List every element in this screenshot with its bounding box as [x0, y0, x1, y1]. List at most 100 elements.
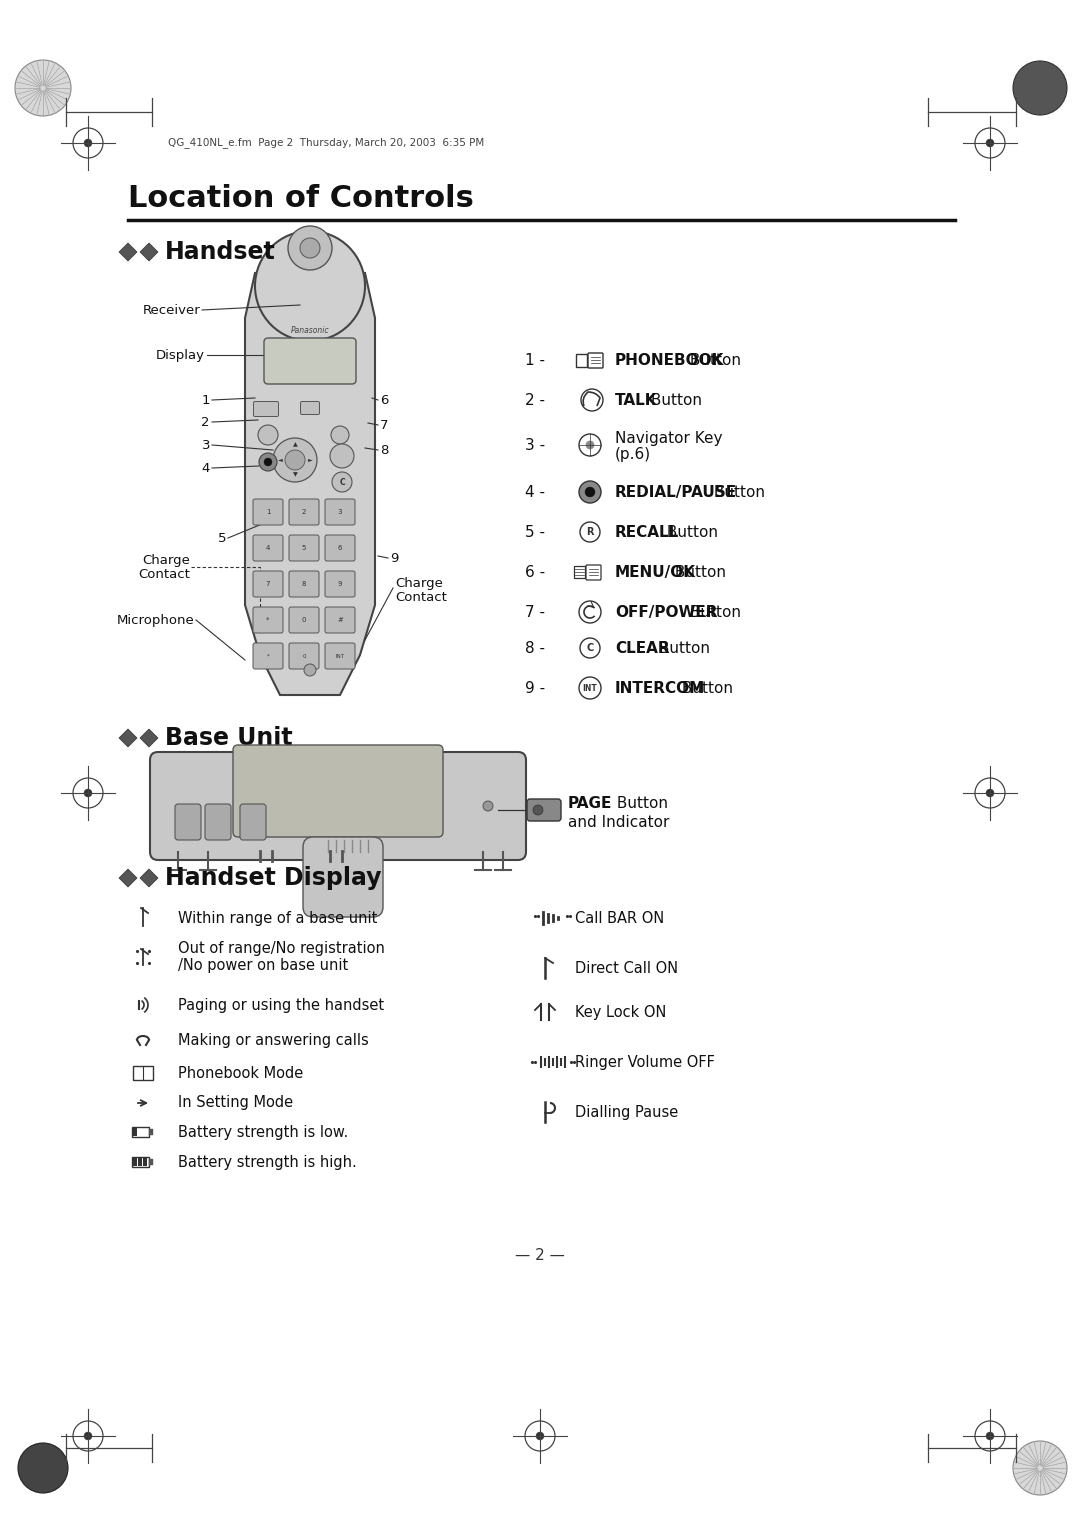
- Text: and Indicator: and Indicator: [568, 814, 670, 830]
- Text: Phonebook Mode: Phonebook Mode: [178, 1065, 303, 1080]
- Text: 2: 2: [301, 509, 307, 515]
- Text: 8: 8: [301, 581, 307, 587]
- Bar: [149, 1129, 153, 1135]
- Text: Contact: Contact: [138, 567, 190, 581]
- Circle shape: [534, 805, 543, 814]
- Bar: [143, 1158, 147, 1166]
- Text: 7: 7: [266, 581, 270, 587]
- Circle shape: [84, 788, 92, 798]
- Polygon shape: [245, 274, 375, 695]
- Text: Button: Button: [685, 353, 741, 368]
- Circle shape: [986, 139, 994, 147]
- FancyBboxPatch shape: [240, 804, 266, 840]
- FancyBboxPatch shape: [264, 338, 356, 384]
- Text: Location of Controls: Location of Controls: [129, 183, 474, 212]
- Text: ▲: ▲: [293, 443, 297, 448]
- FancyBboxPatch shape: [289, 607, 319, 633]
- Text: Contact: Contact: [395, 590, 447, 604]
- Circle shape: [259, 452, 276, 471]
- Polygon shape: [119, 243, 137, 261]
- Text: Button: Button: [708, 484, 765, 500]
- Text: OFF/POWER: OFF/POWER: [615, 605, 717, 619]
- Text: 6: 6: [338, 545, 342, 552]
- Polygon shape: [140, 243, 158, 261]
- FancyBboxPatch shape: [233, 746, 443, 837]
- Circle shape: [330, 445, 354, 468]
- Text: Handset: Handset: [165, 240, 275, 264]
- Circle shape: [986, 1432, 994, 1439]
- Circle shape: [18, 1442, 68, 1493]
- Text: 8: 8: [380, 443, 389, 457]
- Text: In Setting Mode: In Setting Mode: [178, 1096, 293, 1111]
- Text: Button: Button: [685, 605, 741, 619]
- Text: 3: 3: [202, 439, 210, 451]
- Bar: [133, 1158, 136, 1166]
- Bar: [149, 1160, 153, 1164]
- Circle shape: [330, 426, 349, 445]
- Text: INT: INT: [336, 654, 345, 659]
- FancyBboxPatch shape: [300, 402, 320, 414]
- FancyBboxPatch shape: [175, 804, 201, 840]
- FancyBboxPatch shape: [289, 643, 319, 669]
- Circle shape: [580, 523, 600, 542]
- Circle shape: [536, 1432, 544, 1439]
- FancyBboxPatch shape: [325, 571, 355, 597]
- Circle shape: [332, 472, 352, 492]
- Bar: [576, 354, 588, 367]
- Text: 8 -: 8 -: [525, 640, 545, 656]
- Text: 3 -: 3 -: [525, 437, 545, 452]
- FancyBboxPatch shape: [527, 799, 561, 821]
- FancyBboxPatch shape: [289, 571, 319, 597]
- FancyBboxPatch shape: [325, 500, 355, 526]
- Text: Battery strength is low.: Battery strength is low.: [178, 1125, 348, 1140]
- FancyBboxPatch shape: [253, 643, 283, 669]
- Circle shape: [579, 677, 600, 698]
- Text: REDIAL/PAUSE: REDIAL/PAUSE: [615, 484, 738, 500]
- Text: 9: 9: [338, 581, 342, 587]
- Circle shape: [586, 442, 594, 449]
- Text: TALK: TALK: [615, 393, 658, 408]
- Text: 9: 9: [390, 552, 399, 564]
- Circle shape: [579, 601, 600, 623]
- Text: QG_410NL_e.fm  Page 2  Thursday, March 20, 2003  6:35 PM: QG_410NL_e.fm Page 2 Thursday, March 20,…: [168, 138, 484, 148]
- Text: PHONEBOOK: PHONEBOOK: [615, 353, 725, 368]
- Text: 5 -: 5 -: [525, 524, 545, 539]
- FancyBboxPatch shape: [289, 535, 319, 561]
- Circle shape: [288, 226, 332, 270]
- Text: Microphone: Microphone: [118, 614, 195, 626]
- Text: 7: 7: [380, 419, 389, 431]
- FancyBboxPatch shape: [303, 837, 383, 917]
- Text: (p.6): (p.6): [615, 446, 651, 461]
- Text: Receiver: Receiver: [143, 304, 200, 316]
- Text: 5: 5: [218, 532, 226, 544]
- Text: C: C: [339, 478, 345, 486]
- Text: ◄: ◄: [278, 457, 282, 463]
- Text: CLEAR: CLEAR: [615, 640, 670, 656]
- Bar: [138, 1158, 141, 1166]
- Circle shape: [15, 60, 71, 116]
- Text: R: R: [586, 527, 594, 536]
- Polygon shape: [119, 869, 137, 886]
- Text: — 2 —: — 2 —: [515, 1247, 565, 1262]
- Text: 7 -: 7 -: [525, 605, 545, 619]
- Text: 4: 4: [266, 545, 270, 552]
- Circle shape: [84, 1432, 92, 1439]
- Text: Base Unit: Base Unit: [165, 726, 293, 750]
- FancyBboxPatch shape: [150, 752, 526, 860]
- Circle shape: [986, 788, 994, 798]
- Text: Charge: Charge: [143, 553, 190, 567]
- Text: 1: 1: [266, 509, 270, 515]
- Polygon shape: [119, 729, 137, 747]
- Text: 4 -: 4 -: [525, 484, 545, 500]
- Text: Paging or using the handset: Paging or using the handset: [178, 998, 384, 1013]
- FancyBboxPatch shape: [253, 500, 283, 526]
- Text: Key Lock ON: Key Lock ON: [575, 1004, 666, 1019]
- FancyBboxPatch shape: [205, 804, 231, 840]
- Circle shape: [285, 451, 305, 471]
- Text: MENU/OK: MENU/OK: [615, 564, 696, 579]
- Text: Button: Button: [677, 680, 733, 695]
- Text: 2: 2: [202, 416, 210, 428]
- Text: 1: 1: [202, 394, 210, 406]
- Text: C: C: [586, 643, 594, 652]
- FancyBboxPatch shape: [253, 571, 283, 597]
